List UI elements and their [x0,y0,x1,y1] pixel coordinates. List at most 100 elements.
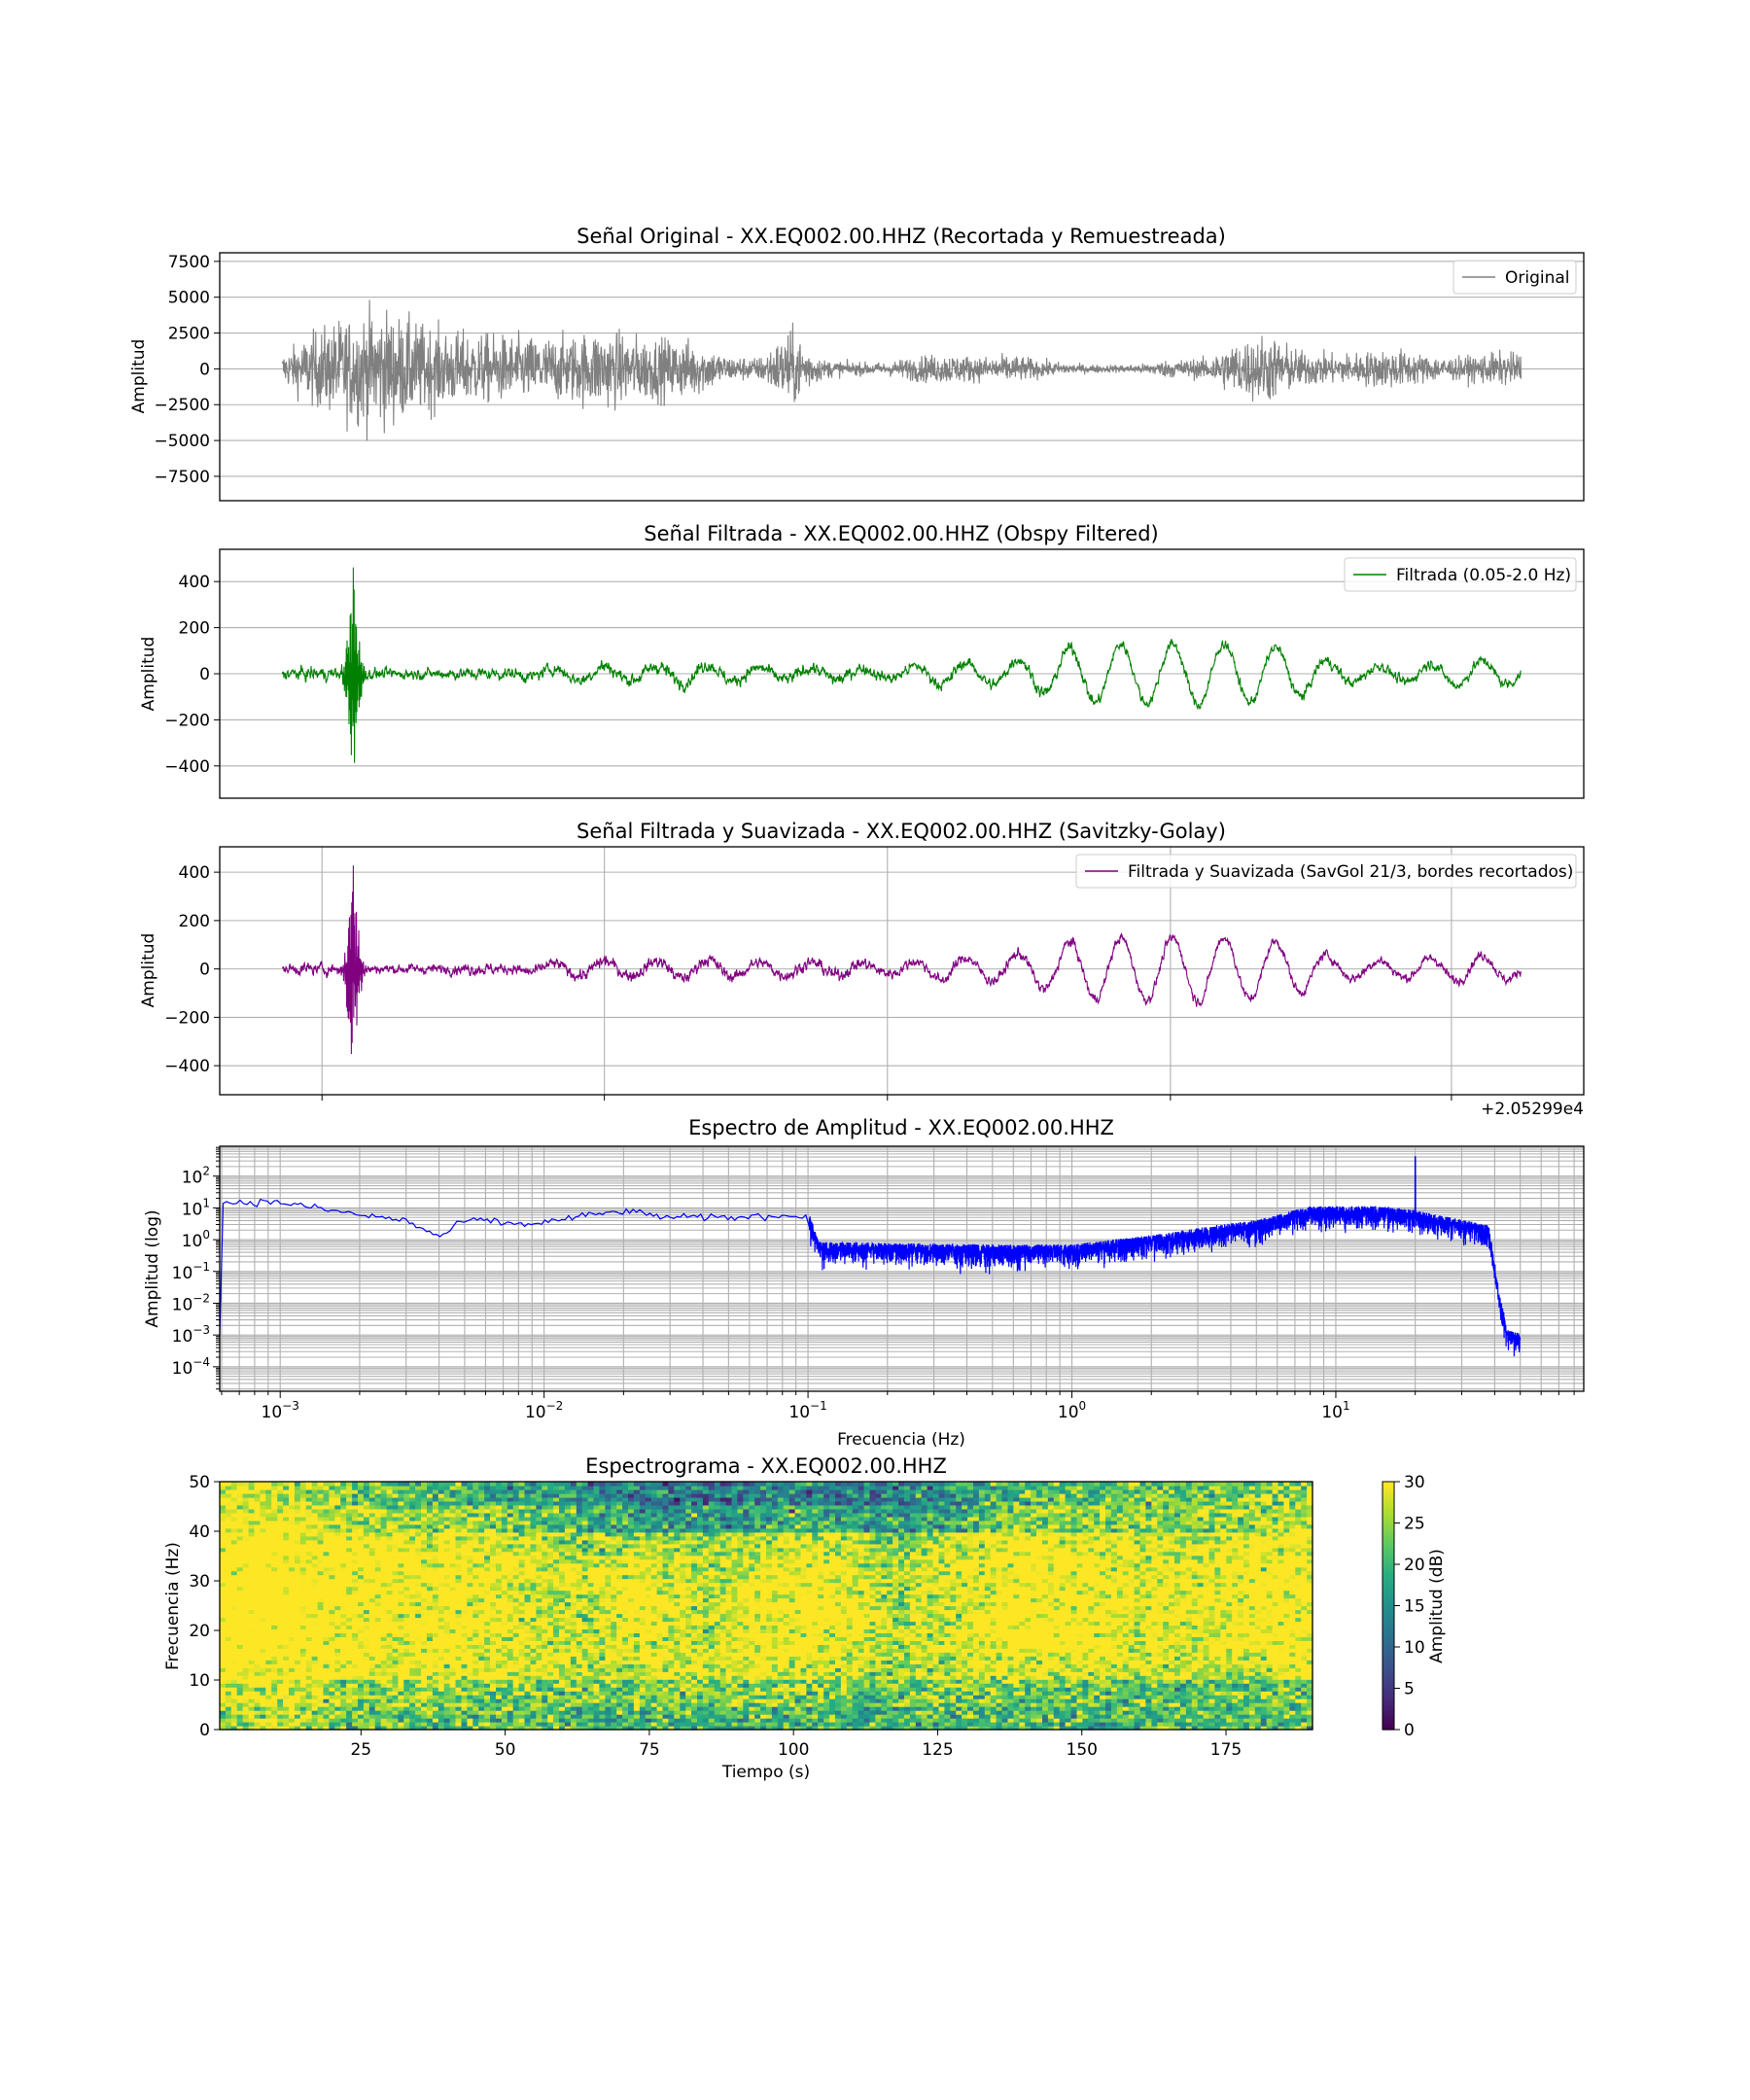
spectrogram-cell [564,1671,572,1676]
spectrogram-cell [547,1648,554,1653]
spectrogram-cell [536,1539,542,1545]
spectrogram-cell [346,1695,353,1699]
spectrogram-cell [547,1504,554,1510]
spectrogram-cell [599,1512,606,1518]
spectrogram-cell [530,1512,537,1518]
spectrogram-cell [340,1687,347,1692]
spectrogram-cell [323,1547,330,1553]
spectrogram-cell [616,1683,623,1688]
spectrogram-cell [467,1617,473,1623]
spectrogram-cell [427,1683,434,1688]
spectrogram-cell [340,1527,347,1533]
spectrogram-cell [628,1660,635,1664]
spectrogram-cell [346,1679,353,1684]
spectrogram-cell [467,1601,473,1607]
spectrogram-cell [438,1482,445,1487]
spectrogram-cell [311,1656,319,1661]
spectrogram-cell [421,1516,428,1522]
spectrogram-cell [467,1508,473,1514]
spectrogram-cell [593,1683,600,1688]
spectrogram-cell [461,1590,468,1595]
spectrogram-cell [438,1648,445,1653]
spectrogram-cell [358,1508,365,1514]
spectrogram-cell [271,1714,278,1719]
spectrogram-cell [507,1597,514,1603]
spectrogram-cell [265,1566,272,1572]
spectrogram-cell [403,1574,410,1580]
spectrogram-cell [220,1698,227,1703]
spectrogram-cell [438,1706,445,1711]
spectrogram-cell [490,1527,497,1533]
spectrogram-cell [449,1508,457,1514]
spectrogram-cell [346,1621,353,1626]
spectrogram-cell [570,1582,578,1588]
spectrogram-cell [334,1609,341,1615]
spectrogram-cell [329,1687,335,1692]
spectrogram-cell [225,1648,232,1653]
spectrogram-cell [358,1539,365,1545]
spectrogram-cell [553,1667,560,1672]
spectrogram-cell [512,1547,520,1553]
spectrogram-cell [576,1691,583,1696]
spectrogram-cell [576,1714,583,1719]
spectrogram-cell [581,1609,589,1615]
spectrogram-cell [518,1486,526,1490]
spectrogram-cell [427,1486,434,1490]
spectrogram-cell [536,1516,542,1522]
spectrogram-cell [467,1562,473,1568]
spectrogram-cell [346,1726,353,1731]
spectrogram-cell [415,1593,422,1599]
spectrogram-cell [605,1590,612,1595]
spectrogram-cell [358,1527,365,1533]
spectrogram-cell [398,1496,404,1502]
spectrogram-cell [467,1520,473,1525]
spectrogram-cell [248,1570,256,1576]
spectrogram-cell [334,1679,341,1684]
spectrogram-cell [289,1590,296,1595]
spectrogram-cell [248,1718,256,1723]
spectrogram-cell [329,1722,335,1727]
spectrogram-cell [398,1695,404,1699]
spectrogram-cell [415,1609,422,1615]
spectrogram-cell [299,1486,307,1490]
spectrogram-cell [346,1671,353,1676]
spectrogram-cell [230,1663,238,1668]
spectrogram-cell [455,1527,462,1533]
spectrogram-cell [329,1617,335,1623]
spectrogram-cell [570,1702,578,1707]
spectrogram-cell [380,1590,388,1595]
spectrogram-cell [294,1667,301,1672]
spectrogram-cell [392,1656,399,1661]
spectrogram-cell [277,1718,284,1723]
spectrogram-cell [265,1628,272,1633]
spectrogram-cell [421,1726,428,1731]
spectrogram-cell [564,1679,572,1684]
spectrogram-cell [380,1551,388,1557]
spectrogram-cell [358,1687,365,1692]
spectrogram-cell [611,1539,617,1545]
spectrogram-cell [633,1644,641,1649]
spectrogram-cell [305,1493,313,1498]
spectrogram-cell [593,1714,600,1719]
spectrogram-cell [236,1593,244,1599]
spectrogram-cell [443,1636,451,1641]
spectrogram-cell [593,1695,600,1699]
spectrogram-cell [449,1710,457,1715]
spectrogram-cell [260,1566,266,1572]
spectrogram-cell [289,1547,296,1553]
spectrogram-cell [289,1535,296,1541]
spectrogram-cell [455,1675,462,1680]
spectrogram-cell [294,1628,301,1633]
spectrogram-cell [277,1632,284,1637]
spectrogram-cell [260,1527,266,1533]
spectrogram-cell [329,1632,335,1637]
spectrogram-cell [628,1706,635,1711]
spectrogram-cell [553,1698,560,1703]
spectrogram-cell [490,1632,497,1637]
spectrogram-cell [299,1493,307,1498]
spectrogram-cell [455,1500,462,1506]
spectrogram-cell [277,1675,284,1680]
spectrogram-cell [496,1486,503,1490]
spectrogram-cell [530,1551,537,1557]
spectrogram-cell [403,1691,410,1696]
